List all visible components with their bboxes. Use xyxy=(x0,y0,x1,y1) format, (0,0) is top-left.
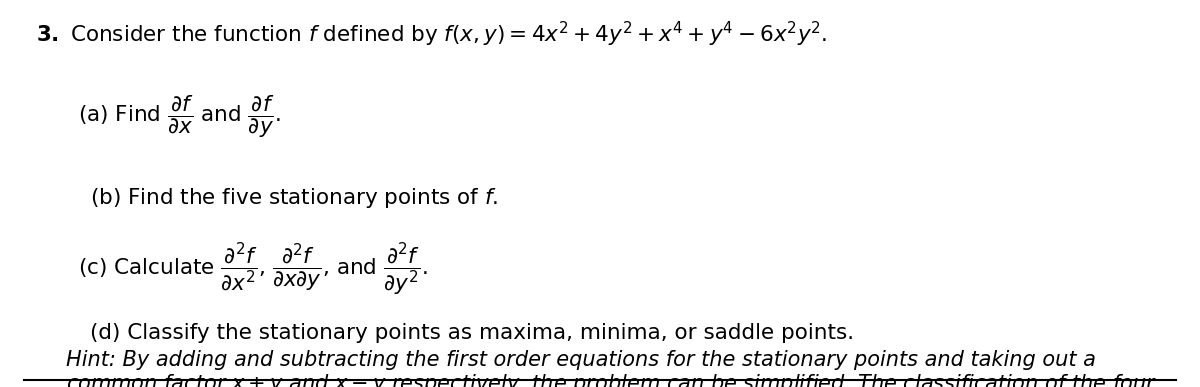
Text: $\mathbf{3.}$ Consider the function $f$ defined by $f(x,y) = 4x^2 + 4y^2 + x^4 +: $\mathbf{3.}$ Consider the function $f$ … xyxy=(36,19,827,48)
Text: common factor $x + y$ and $x - y$ respectively, the problem can be simplified. T: common factor $x + y$ and $x - y$ respec… xyxy=(66,372,1157,387)
Text: (b) Find the five stationary points of $f$.: (b) Find the five stationary points of $… xyxy=(90,186,498,210)
Text: (d) Classify the stationary points as maxima, minima, or saddle points.: (d) Classify the stationary points as ma… xyxy=(90,323,854,343)
Text: (a) Find $\dfrac{\partial f}{\partial x}$ and $\dfrac{\partial f}{\partial y}$.: (a) Find $\dfrac{\partial f}{\partial x}… xyxy=(78,93,281,140)
Text: Hint: By adding and subtracting the first order equations for the stationary poi: Hint: By adding and subtracting the firs… xyxy=(66,350,1096,370)
Text: (c) Calculate $\dfrac{\partial^2 f}{\partial x^2}$, $\dfrac{\partial^2 f}{\parti: (c) Calculate $\dfrac{\partial^2 f}{\par… xyxy=(78,242,427,298)
